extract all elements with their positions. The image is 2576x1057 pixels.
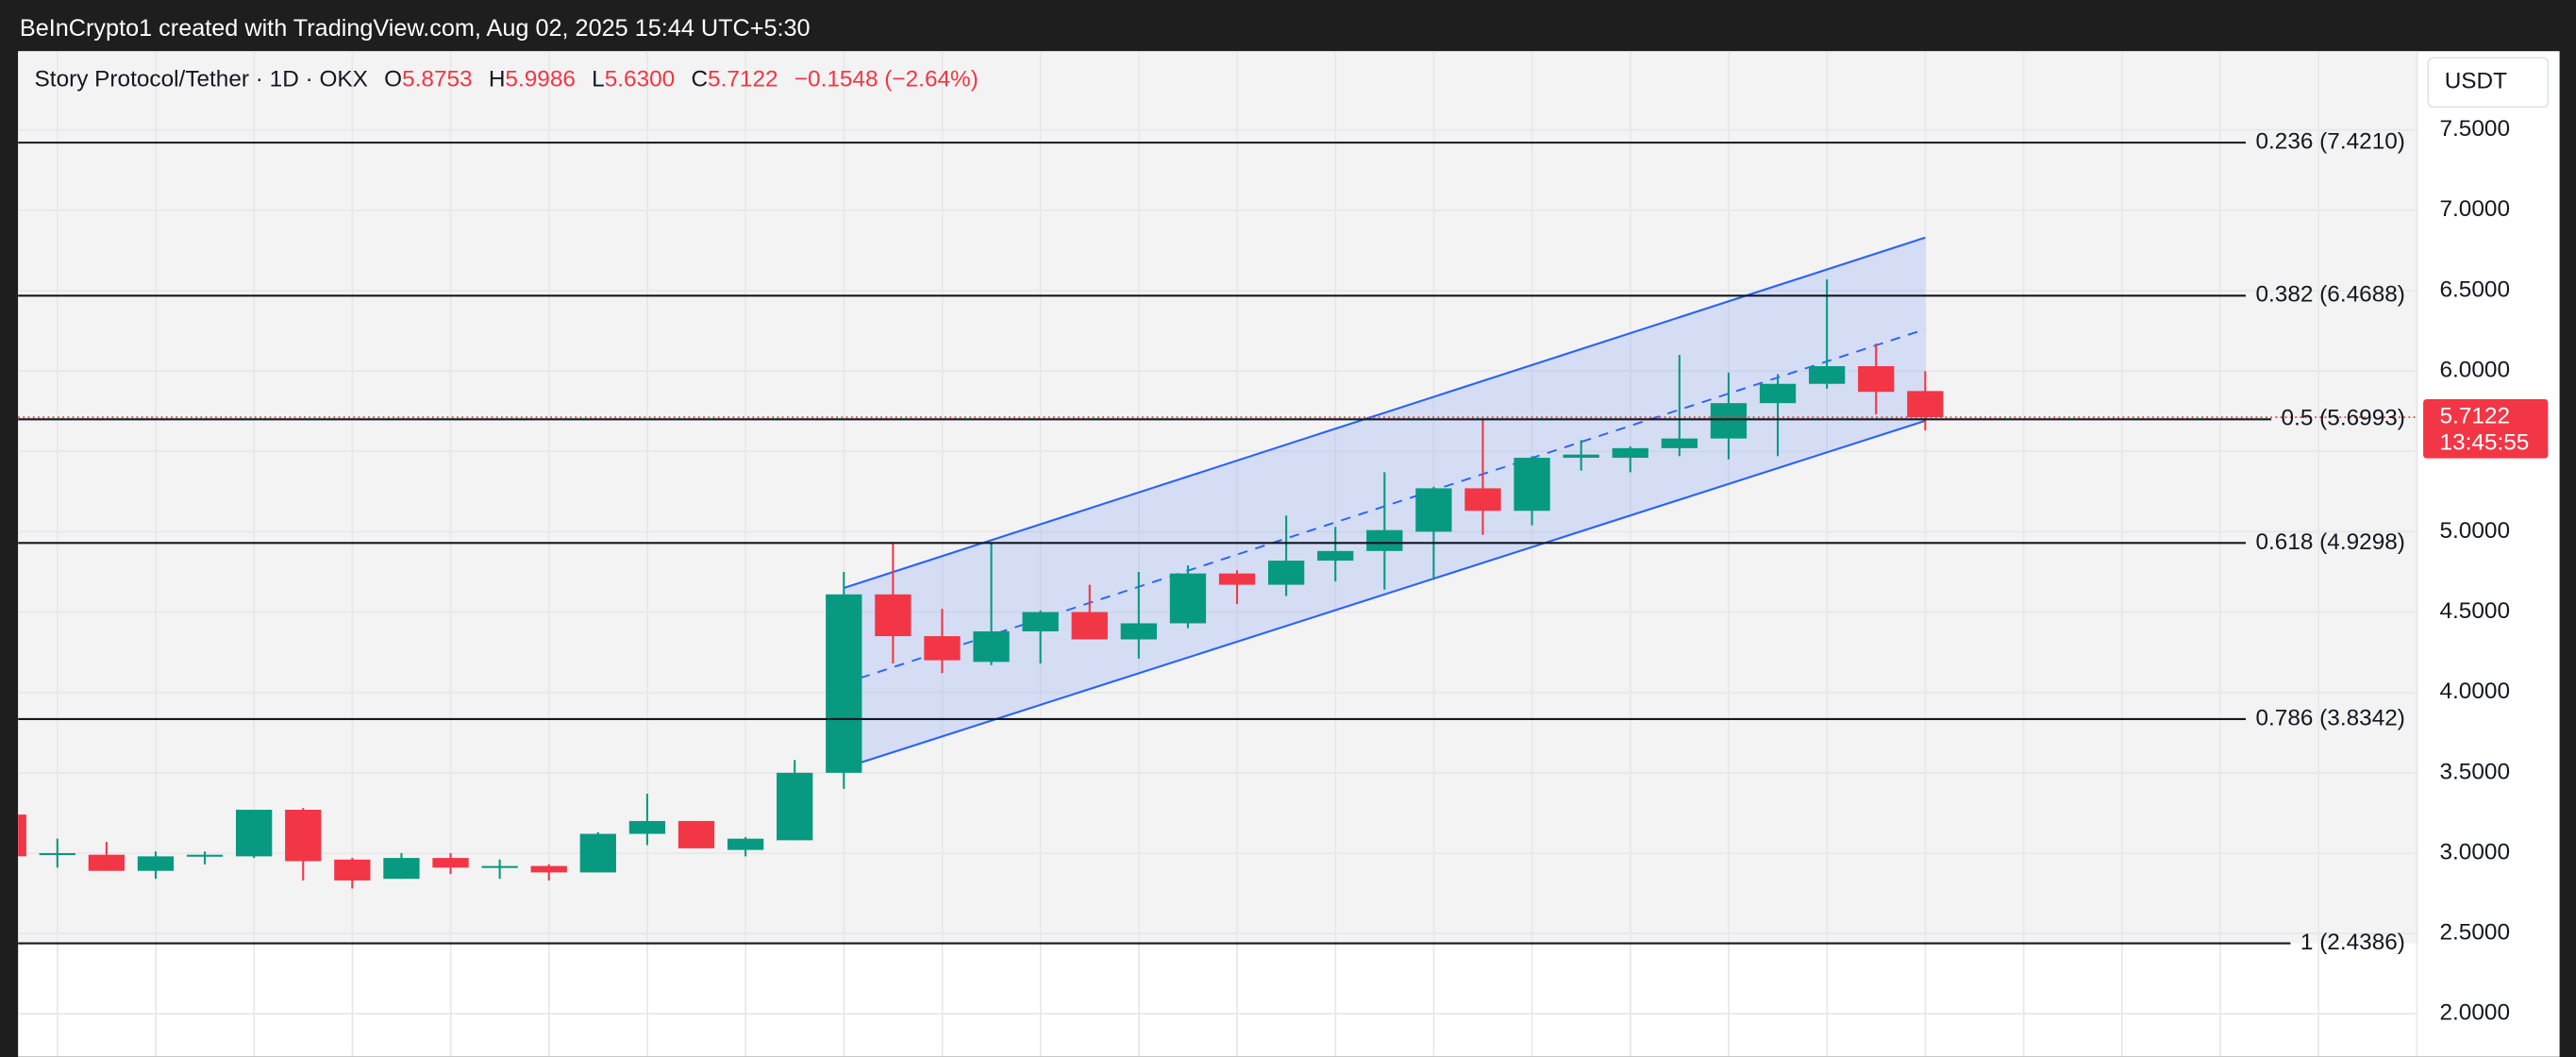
candle-body <box>826 594 862 773</box>
candle-body <box>875 594 912 637</box>
candle-body <box>1366 529 1403 551</box>
candle-body <box>1464 488 1501 512</box>
candle-body <box>1120 623 1157 640</box>
high-value: 5.9986 <box>505 67 576 92</box>
y-tick-label: 5.0000 <box>2439 518 2510 544</box>
candle-body <box>481 865 518 868</box>
candle-body <box>1563 454 1599 459</box>
price-axis: 2.0000 2.5000 3.0000 3.5000 4.0000 4.5000 5.00… <box>2255 116 2549 1026</box>
candle-body <box>432 858 469 868</box>
low-key: L <box>592 67 605 92</box>
open-value: 5.8753 <box>402 67 473 92</box>
candle-body <box>383 858 420 880</box>
y-tick-label: 4.0000 <box>2439 679 2510 704</box>
fib-label: 0.5 (5.6993) <box>2282 406 2405 431</box>
candle-body <box>1612 447 1648 459</box>
close-key: C <box>691 67 708 92</box>
candle-body <box>1169 573 1207 624</box>
last-price-label: 5.7122 <box>2439 404 2510 429</box>
candle-body <box>530 865 567 873</box>
candle-body <box>1808 365 1846 384</box>
candle-body <box>88 854 125 871</box>
candle-body <box>18 814 26 857</box>
candle-body <box>1661 438 1698 448</box>
candle-body <box>777 772 813 841</box>
candle-body <box>1022 612 1059 631</box>
candle-body <box>579 833 616 873</box>
fib-label: 0.382 (6.4688) <box>2255 282 2404 308</box>
currency: USDT <box>2445 69 2507 94</box>
candle-body <box>628 820 666 834</box>
fib-label: 0.786 (3.8342) <box>2255 705 2404 730</box>
candle-body <box>334 859 371 881</box>
y-tick-label: 2.5000 <box>2439 920 2510 946</box>
candle-body <box>1858 365 1895 393</box>
candle-body <box>1415 488 1452 532</box>
y-tick-label: 6.0000 <box>2439 358 2510 383</box>
fib-label: 0.618 (4.9298) <box>2255 529 2404 555</box>
candle-body <box>1907 391 1944 418</box>
y-tick-label: 3.5000 <box>2439 759 2510 784</box>
high-key: H <box>489 67 506 92</box>
candle-body <box>137 856 175 871</box>
candle-body <box>1514 458 1550 512</box>
candle-body <box>973 630 1010 663</box>
y-tick-label: 2.0000 <box>2439 1000 2510 1026</box>
candle-body <box>1071 612 1108 640</box>
plot <box>18 51 2418 1057</box>
candle-body <box>1218 573 1256 585</box>
close-value: 5.7122 <box>708 67 778 92</box>
y-tick-label: 3.0000 <box>2439 839 2510 864</box>
candle-body <box>1267 561 1305 585</box>
candle-body <box>236 810 273 857</box>
y-tick-label: 6.5000 <box>2439 277 2510 302</box>
last-price-tag <box>2423 398 2549 459</box>
fib-label: 1 (2.4386) <box>2300 930 2405 955</box>
candle-body <box>924 636 961 661</box>
candle-body <box>1317 550 1354 562</box>
y-tick-label: 4.5000 <box>2439 598 2510 624</box>
fib-label: 0.236 (7.4210) <box>2255 129 2404 155</box>
candle-body <box>39 852 75 856</box>
channel-lower <box>843 419 1926 769</box>
y-tick-label: 7.5000 <box>2439 116 2510 142</box>
candle-body <box>285 810 322 862</box>
y-tick-label: 7.0000 <box>2439 196 2510 222</box>
legend: Story Protocol/Tether · 1D · OKX O5.8753… <box>35 67 979 92</box>
candle-body <box>677 820 715 848</box>
plot-bg <box>18 51 2418 944</box>
low-value: 5.6300 <box>605 67 676 92</box>
candle-body <box>727 838 764 850</box>
open-key: O <box>384 67 402 92</box>
candle-body <box>1710 403 1748 439</box>
currency-box <box>2427 57 2550 109</box>
symbol-title: Story Protocol/Tether · 1D · OKX <box>35 67 368 92</box>
caption: BeInCrypto1 created with TradingView.com… <box>20 15 811 42</box>
candle-body <box>1759 383 1797 404</box>
countdown-label: 13:45:55 <box>2439 429 2529 455</box>
change: −0.1548 (−2.64%) <box>795 67 979 92</box>
candle-body <box>186 854 224 857</box>
